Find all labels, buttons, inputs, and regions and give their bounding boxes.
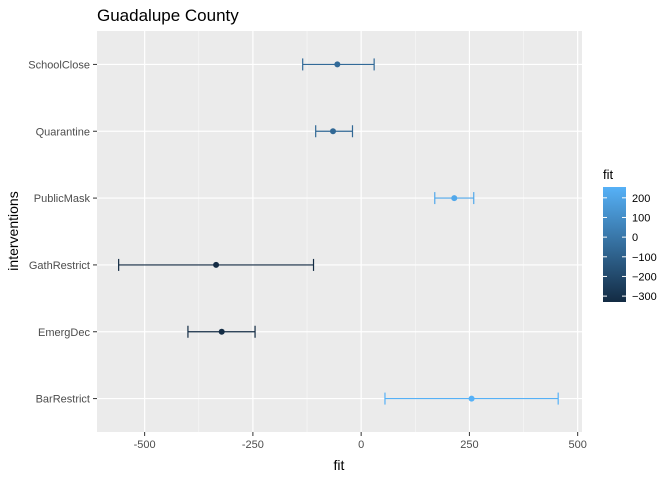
y-tick-label: GathRestrict [29,260,90,272]
data-marks [118,58,559,405]
legend-tick-label: −200 [632,271,657,283]
y-tick-label: PublicMask [34,193,91,205]
point-barrestrict [468,395,475,402]
minor-gridlines [198,31,524,432]
y-tick-label: BarRestrict [36,394,90,406]
legend-colorbar [603,187,626,302]
x-tick-label: 250 [460,439,478,451]
errorbar-emergdec [187,325,256,338]
y-tick-label: SchoolClose [28,59,90,71]
errorbar-quarantine [315,125,354,138]
legend-tick-label: 0 [632,232,638,244]
plot-panel [97,31,582,432]
errorbar-barrestrict [384,392,559,405]
legend-title: fit [603,167,614,182]
y-axis: SchoolClose Quarantine PublicMask GathRestr… [28,59,97,406]
legend-tick-label: 100 [632,212,650,224]
y-tick-label: EmergDec [38,327,90,339]
legend-tick-label: 200 [632,193,650,205]
y-tick-label: Quarantine [36,126,90,138]
y-axis-title: interventions [5,191,21,270]
point-emergdec [218,328,225,335]
x-tick-label: -250 [242,439,264,451]
x-axis-title: fit [334,457,345,473]
major-gridlines [97,31,582,432]
color-legend: fit 200 100 0 −100 −200 −300 [603,167,657,303]
point-schoolclose [334,61,341,68]
errorbar-gathrestrict [118,258,315,271]
legend-tick-label: −300 [632,291,657,303]
errorbar-schoolclose [302,58,375,71]
x-tick-label: -500 [134,439,156,451]
legend-tick-label: −100 [632,252,657,264]
errorbar-publicmask [434,192,475,205]
point-gathrestrict [213,261,220,268]
x-tick-label: 500 [568,439,586,451]
point-quarantine [330,128,337,135]
chart-title: Guadalupe County [97,6,239,25]
point-publicmask [451,195,458,202]
x-axis: -500 -250 0 250 500 [134,432,587,451]
x-tick-label: 0 [358,439,364,451]
